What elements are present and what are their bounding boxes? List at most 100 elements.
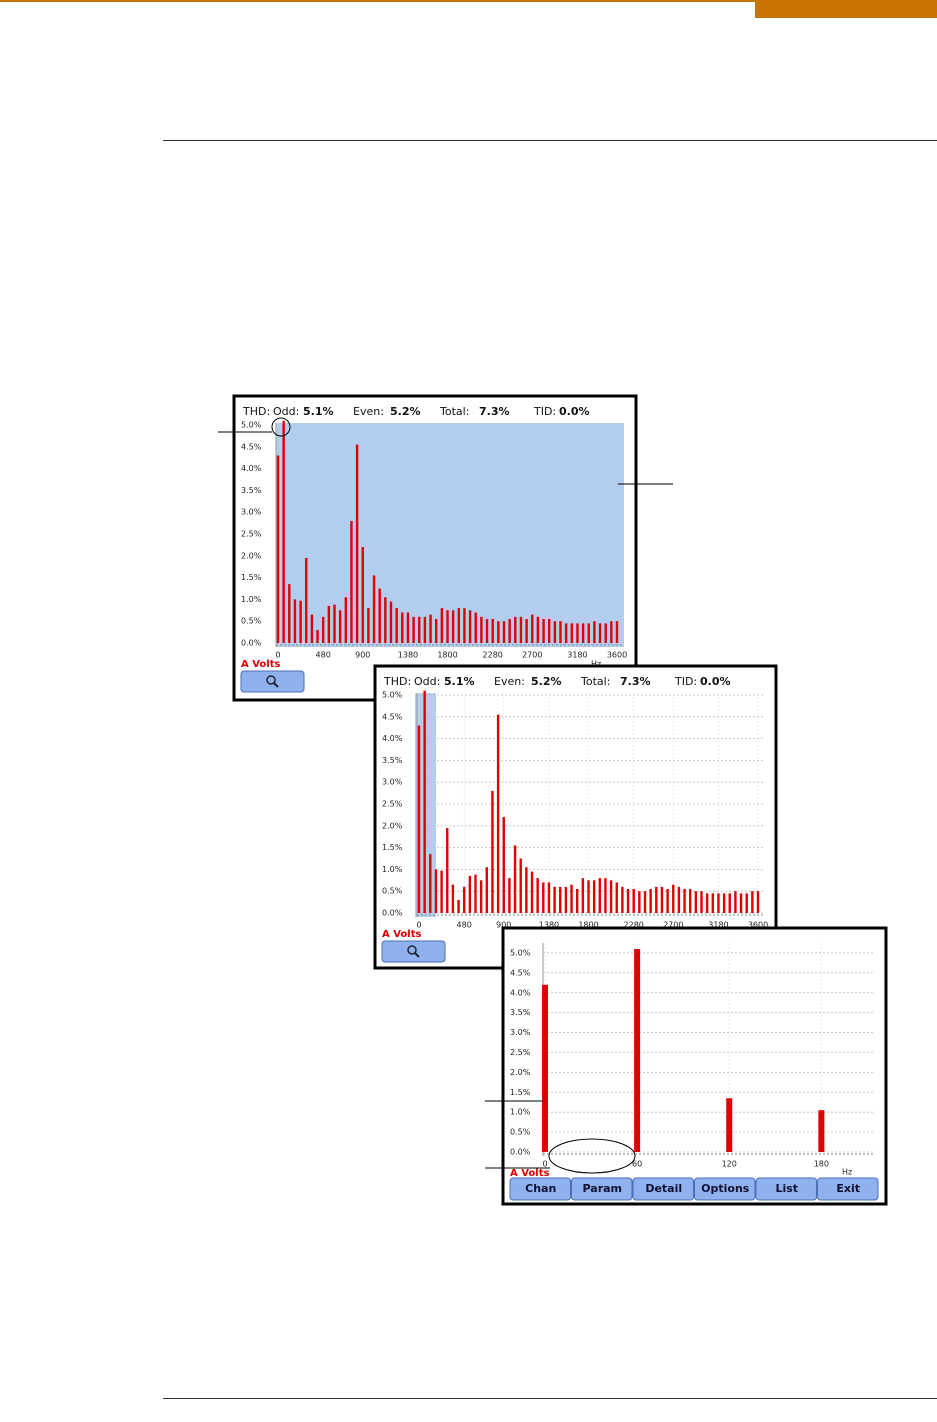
header-label: TID: bbox=[674, 675, 697, 688]
zoom-button-face bbox=[240, 670, 305, 693]
bar bbox=[564, 886, 568, 913]
header-value: 7.3% bbox=[479, 405, 510, 418]
bar bbox=[350, 520, 353, 643]
x-tick-label: 2280 bbox=[624, 921, 644, 930]
x-tick-label: 2700 bbox=[663, 921, 683, 930]
header-label: Odd: bbox=[414, 675, 440, 688]
y-tick-label: 3.0% bbox=[510, 1028, 531, 1037]
x-tick-label: 2280 bbox=[483, 651, 503, 660]
bar bbox=[508, 878, 511, 913]
bar bbox=[293, 599, 297, 643]
y-tick-label: 3.5% bbox=[382, 756, 403, 765]
softkey-face bbox=[632, 1177, 694, 1201]
x-unit: Hz bbox=[591, 660, 601, 669]
y-tick-label: 2.0% bbox=[382, 821, 403, 830]
bar bbox=[576, 623, 579, 643]
softkey-face bbox=[571, 1177, 633, 1201]
header-value: 5.2% bbox=[390, 405, 421, 418]
bar bbox=[288, 584, 291, 643]
callout-ellipse bbox=[548, 1138, 636, 1174]
x-tick-label: 1380 bbox=[398, 651, 418, 660]
softkey[interactable]: Options bbox=[694, 1177, 756, 1201]
header-label: THD: bbox=[242, 405, 270, 418]
softkey[interactable]: Param bbox=[571, 1177, 633, 1201]
softkey-face bbox=[509, 1177, 571, 1201]
y-tick-label: 2.5% bbox=[510, 1048, 531, 1057]
bar bbox=[677, 886, 681, 913]
softkey[interactable]: Detail bbox=[632, 1177, 694, 1201]
bar bbox=[536, 616, 540, 643]
y-tick-label: 0.5% bbox=[241, 617, 262, 626]
bar bbox=[745, 893, 748, 913]
softkey-label: Param bbox=[583, 1182, 623, 1195]
x-tick-label: 0 bbox=[542, 1160, 547, 1169]
header-value: 7.3% bbox=[620, 675, 651, 688]
y-tick-label: 4.0% bbox=[382, 734, 403, 743]
x-tick-label: 2700 bbox=[522, 651, 542, 660]
zoom-button-face bbox=[381, 940, 446, 963]
bar bbox=[519, 858, 522, 913]
x-tick-label: 60 bbox=[632, 1160, 642, 1169]
bar bbox=[457, 899, 460, 913]
header-label: THD: bbox=[383, 675, 411, 688]
bar bbox=[440, 608, 444, 643]
bar bbox=[502, 621, 506, 643]
x-tick-label: 3180 bbox=[708, 921, 728, 930]
bar bbox=[604, 623, 607, 643]
bar bbox=[418, 616, 421, 643]
x-tick-label: 120 bbox=[722, 1160, 737, 1169]
bar bbox=[553, 621, 557, 643]
bar bbox=[485, 619, 489, 643]
bar bbox=[423, 690, 426, 913]
x-unit: Hz bbox=[842, 1168, 852, 1177]
bar bbox=[463, 886, 466, 913]
y-tick-label: 0.5% bbox=[382, 887, 403, 896]
zoom-button[interactable] bbox=[240, 670, 305, 693]
y-tick-label: 5.0% bbox=[241, 421, 262, 430]
header-label: Total: bbox=[580, 675, 610, 688]
softkey[interactable]: List bbox=[755, 1177, 817, 1201]
bar bbox=[446, 610, 449, 643]
zoom-icon bbox=[407, 945, 417, 955]
softkey[interactable]: Chan bbox=[509, 1177, 571, 1201]
bar bbox=[587, 880, 590, 913]
x-tick-label: 3600 bbox=[748, 921, 768, 930]
x-tick-label: 0 bbox=[275, 651, 280, 660]
bar bbox=[705, 893, 709, 913]
bar bbox=[581, 878, 585, 913]
y-tick-label: 2.5% bbox=[382, 800, 403, 809]
x-tick-label: 3180 bbox=[567, 651, 587, 660]
bar bbox=[621, 886, 624, 913]
bar bbox=[649, 889, 652, 913]
bar bbox=[734, 891, 737, 913]
bar bbox=[429, 854, 432, 913]
bar bbox=[338, 610, 342, 643]
softkey-face bbox=[755, 1177, 817, 1201]
bar bbox=[587, 623, 590, 643]
bar bbox=[547, 882, 551, 913]
bar bbox=[615, 621, 619, 643]
bar bbox=[378, 588, 381, 643]
bar bbox=[610, 621, 613, 643]
y-tick-label: 1.5% bbox=[382, 843, 403, 852]
bar bbox=[655, 886, 658, 913]
device-screen: 0.0% 0.5% 1.0% 1.5% 2.0% 2.5% 3.0% 3.5% 4.0% 4.5%… bbox=[232, 394, 638, 702]
zoom-button[interactable] bbox=[381, 940, 446, 963]
bar bbox=[592, 880, 596, 913]
zoom-icon-handle bbox=[414, 952, 420, 958]
x-tick-label: 900 bbox=[496, 921, 511, 930]
bar bbox=[660, 886, 664, 913]
softkey[interactable]: Exit bbox=[817, 1177, 879, 1201]
bar bbox=[726, 1098, 733, 1152]
bar bbox=[711, 893, 714, 913]
bar bbox=[717, 893, 720, 913]
y-tick-label: 5.0% bbox=[382, 691, 403, 700]
bar bbox=[361, 547, 364, 643]
y-tick-label: 1.5% bbox=[510, 1088, 531, 1097]
series-label: A Volts bbox=[382, 929, 421, 940]
bar bbox=[536, 878, 539, 913]
bar bbox=[344, 597, 347, 643]
bar bbox=[638, 891, 641, 913]
